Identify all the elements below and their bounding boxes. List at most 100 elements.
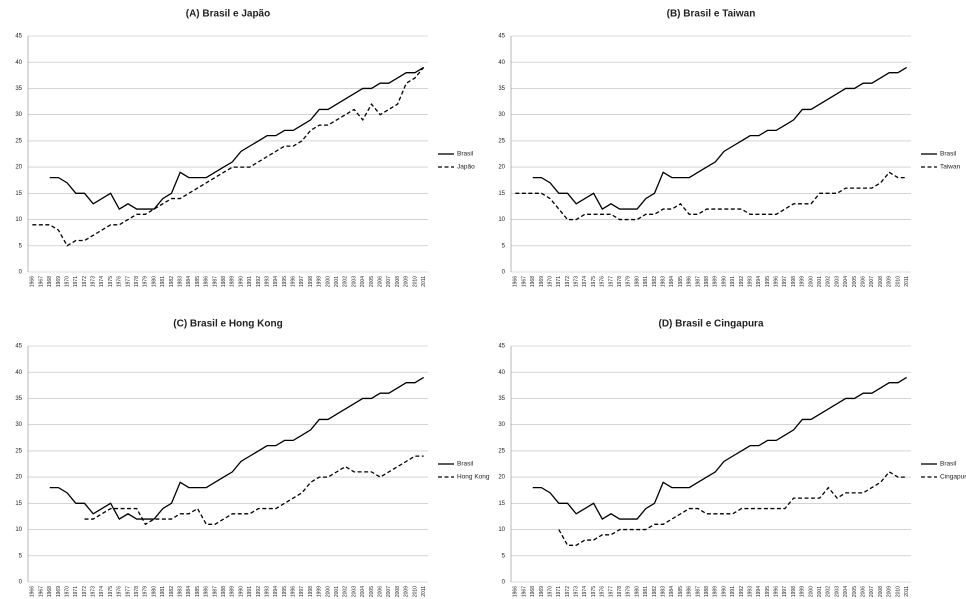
x-tick-label: 1987 [695, 276, 701, 287]
x-tick-label: 1982 [652, 586, 658, 597]
x-tick-label: 2006 [378, 586, 384, 597]
y-tick-label: 0 [19, 270, 23, 276]
x-tick-label: 2000 [325, 586, 331, 597]
x-tick-label: 1990 [721, 276, 727, 287]
x-tick-label: 1983 [661, 276, 667, 287]
x-tick-label: 1997 [782, 276, 788, 287]
x-tick-label: 1971 [556, 586, 562, 597]
x-tick-label: 2000 [808, 276, 814, 287]
y-tick-label: 25 [498, 448, 505, 454]
x-tick-label: 2000 [325, 276, 331, 287]
x-tick-label: 1973 [574, 586, 580, 597]
x-tick-label: 1987 [212, 276, 218, 287]
y-tick-label: 10 [498, 527, 505, 533]
y-tick-label: 10 [498, 217, 505, 223]
x-tick-label: 1994 [273, 276, 279, 287]
x-tick-label: 1974 [582, 586, 588, 597]
x-tick-label: 1999 [800, 276, 806, 287]
x-tick-label: 1970 [64, 276, 70, 287]
x-tick-label: 1990 [238, 586, 244, 597]
x-tick-label: 1993 [264, 276, 270, 287]
x-tick-label: 1966 [513, 586, 519, 597]
x-tick-label: 2003 [351, 276, 357, 287]
legend-label: Hong Kong [457, 474, 490, 481]
x-tick-label: 1972 [82, 276, 88, 287]
y-tick-label: 5 [19, 553, 23, 559]
x-tick-label: 2002 [826, 276, 832, 287]
chart-title: (D) Brasil e Cingapura [658, 319, 763, 330]
legend-label: Brasil [457, 151, 474, 158]
chart-title: (A) Brasil e Japão [186, 9, 270, 20]
chart-title: (B) Brasil e Taiwan [667, 9, 756, 20]
x-tick-label: 1973 [91, 586, 97, 597]
x-tick-label: 1997 [299, 276, 305, 287]
x-tick-label: 1970 [547, 276, 553, 287]
y-tick-label: 45 [15, 34, 22, 40]
x-tick-label: 2011 [904, 276, 910, 287]
x-tick-label: 1996 [291, 586, 297, 597]
y-tick-label: 35 [15, 396, 22, 402]
x-tick-label: 1991 [730, 276, 736, 287]
y-tick-label: 20 [498, 475, 505, 481]
x-tick-label: 2010 [895, 586, 901, 597]
x-tick-label: 2009 [887, 276, 893, 287]
x-tick-label: 2005 [852, 586, 858, 597]
x-tick-label: 1983 [178, 586, 184, 597]
x-tick-label: 1975 [108, 276, 114, 287]
x-tick-label: 2004 [360, 276, 366, 287]
x-tick-label: 1969 [539, 276, 545, 287]
x-tick-label: 1982 [652, 276, 658, 287]
x-tick-label: 2005 [369, 586, 375, 597]
data-line [84, 455, 424, 526]
x-tick-label: 2009 [404, 586, 410, 597]
x-tick-label: 1978 [617, 586, 623, 597]
x-tick-label: 1966 [513, 276, 519, 287]
x-tick-label: 2007 [869, 586, 875, 597]
x-tick-label: 2007 [386, 276, 392, 287]
x-tick-label: 1966 [30, 276, 36, 287]
x-tick-label: 1983 [178, 276, 184, 287]
x-tick-label: 1989 [713, 276, 719, 287]
x-tick-label: 1984 [669, 276, 675, 287]
y-tick-label: 40 [498, 60, 505, 66]
x-tick-label: 1978 [134, 276, 140, 287]
x-tick-label: 2008 [395, 586, 401, 597]
x-tick-label: 1986 [687, 586, 693, 597]
y-tick-label: 0 [19, 580, 23, 586]
x-tick-label: 1996 [774, 276, 780, 287]
x-tick-label: 1977 [608, 586, 614, 597]
x-tick-label: 2006 [861, 276, 867, 287]
x-tick-label: 1967 [521, 586, 527, 597]
x-tick-label: 1969 [56, 276, 62, 287]
y-tick-label: 40 [15, 370, 22, 376]
x-tick-label: 1971 [556, 276, 562, 287]
x-tick-label: 1996 [774, 586, 780, 597]
x-tick-label: 2004 [843, 586, 849, 597]
x-tick-label: 1994 [273, 586, 279, 597]
x-tick-label: 1967 [521, 276, 527, 287]
x-tick-label: 1979 [626, 276, 632, 287]
x-tick-label: 1968 [47, 586, 53, 597]
x-tick-label: 1967 [38, 586, 44, 597]
x-tick-label: 2003 [834, 586, 840, 597]
y-tick-label: 5 [502, 243, 506, 249]
x-tick-label: 1976 [600, 276, 606, 287]
x-tick-label: 1968 [530, 586, 536, 597]
x-tick-label: 1979 [626, 586, 632, 597]
x-tick-label: 1979 [143, 586, 149, 597]
x-tick-label: 1984 [669, 586, 675, 597]
y-tick-label: 25 [15, 138, 22, 144]
x-tick-label: 1994 [756, 586, 762, 597]
x-tick-label: 2005 [852, 276, 858, 287]
x-tick-label: 1980 [634, 276, 640, 287]
y-tick-label: 25 [498, 138, 505, 144]
x-tick-label: 1990 [721, 586, 727, 597]
legend-label: Cingapura [940, 474, 966, 481]
x-tick-label: 1973 [91, 276, 97, 287]
y-tick-label: 45 [498, 34, 505, 40]
x-tick-label: 1981 [160, 586, 166, 597]
x-tick-label: 1971 [73, 276, 79, 287]
x-tick-label: 1992 [739, 586, 745, 597]
y-tick-label: 45 [15, 344, 22, 350]
x-tick-label: 1994 [756, 276, 762, 287]
